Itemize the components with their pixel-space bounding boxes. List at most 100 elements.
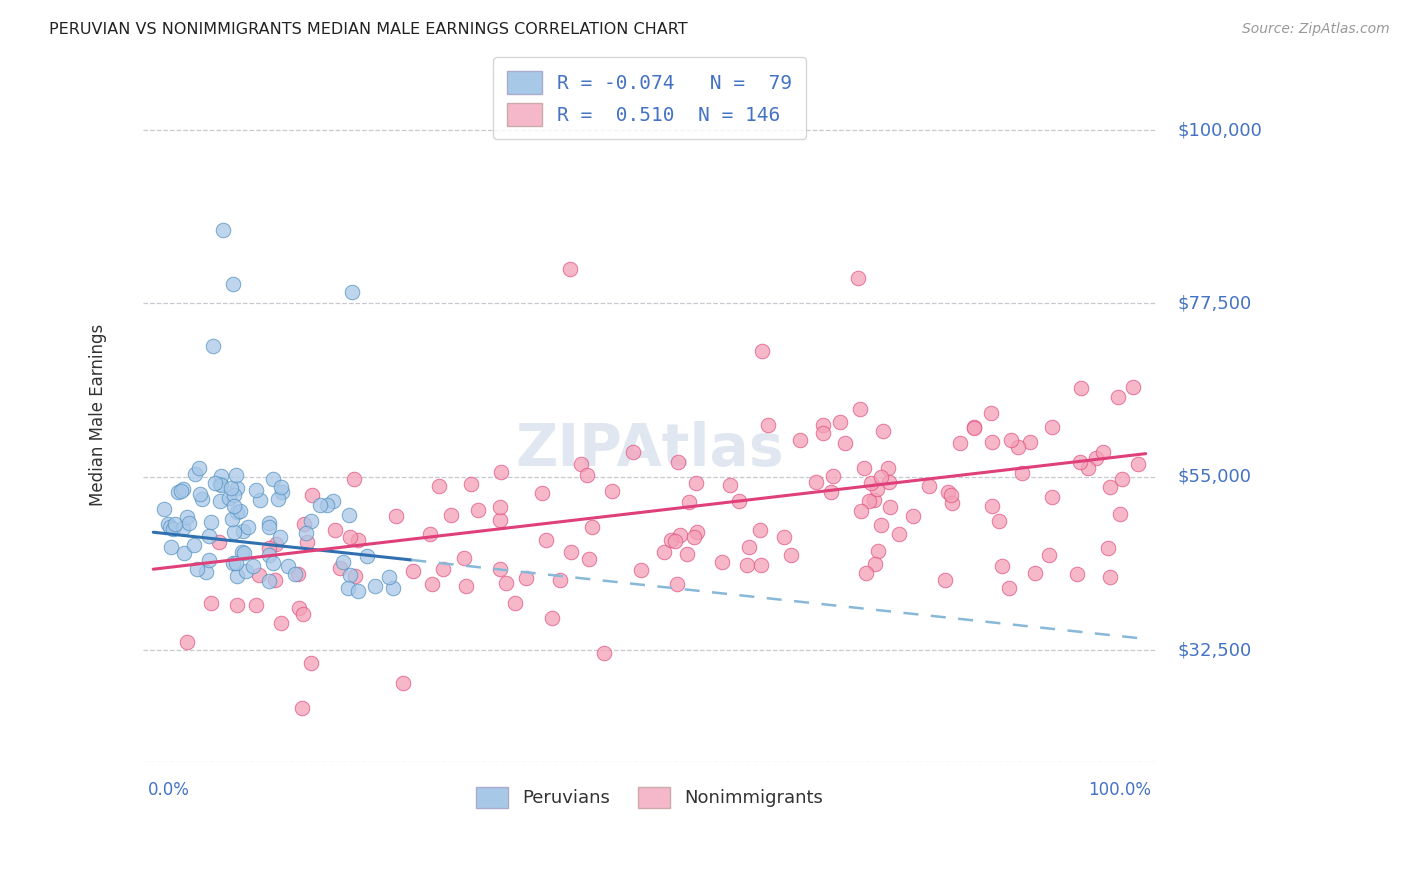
Point <box>668 528 690 542</box>
Point <box>828 415 851 429</box>
Point <box>377 570 399 584</box>
Point <box>652 545 675 559</box>
Point <box>427 478 450 492</box>
Point <box>630 563 652 577</box>
Point <box>245 598 267 612</box>
Point <box>245 483 267 497</box>
Point <box>453 550 475 565</box>
Point <box>963 421 986 435</box>
Point <box>204 475 226 490</box>
Point <box>1042 420 1064 434</box>
Point <box>382 581 405 595</box>
Point <box>172 521 194 535</box>
Point <box>460 476 482 491</box>
Point <box>811 426 834 441</box>
Point <box>659 533 682 548</box>
Text: 0.0%: 0.0% <box>148 781 190 799</box>
Point <box>548 573 571 587</box>
Point <box>569 458 592 472</box>
Text: $77,500: $77,500 <box>1178 294 1253 312</box>
Point <box>1107 391 1129 405</box>
Point <box>804 475 827 490</box>
Point <box>160 540 183 554</box>
Point <box>1097 541 1119 556</box>
Point <box>295 535 318 549</box>
Point <box>264 574 287 588</box>
Point <box>270 616 292 631</box>
Point <box>849 504 872 518</box>
Point <box>195 565 218 579</box>
Point <box>229 504 252 518</box>
Point <box>440 508 463 523</box>
Point <box>1019 435 1042 450</box>
Point <box>789 434 811 448</box>
Point <box>751 558 773 572</box>
Point <box>257 548 280 562</box>
Point <box>749 523 772 537</box>
Point <box>225 468 247 483</box>
Point <box>257 541 280 555</box>
Point <box>332 555 354 569</box>
Point <box>249 567 271 582</box>
Point <box>1069 455 1091 469</box>
Point <box>284 567 307 582</box>
Point <box>208 477 231 491</box>
Text: $100,000: $100,000 <box>1178 121 1263 139</box>
Point <box>939 488 962 502</box>
Point <box>200 596 222 610</box>
Point <box>259 574 281 588</box>
Point <box>751 344 773 359</box>
Point <box>226 481 249 495</box>
Point <box>183 538 205 552</box>
Point <box>467 502 489 516</box>
Point <box>665 576 688 591</box>
Point <box>209 468 232 483</box>
Point <box>1091 445 1114 459</box>
Point <box>226 599 249 613</box>
Point <box>1000 433 1022 447</box>
Point <box>1077 460 1099 475</box>
Point <box>558 261 581 276</box>
Point <box>941 496 963 510</box>
Point <box>249 493 271 508</box>
Point <box>536 533 558 547</box>
Point <box>269 530 291 544</box>
Point <box>1111 472 1133 486</box>
Point <box>495 575 517 590</box>
Point <box>235 564 257 578</box>
Point <box>221 511 243 525</box>
Point <box>664 534 686 549</box>
Text: $55,000: $55,000 <box>1178 467 1251 486</box>
Point <box>872 424 894 438</box>
Point <box>172 483 194 497</box>
Legend: Peruvians, Nonimmigrants: Peruvians, Nonimmigrants <box>468 780 831 815</box>
Point <box>948 436 970 450</box>
Point <box>530 486 553 500</box>
Point <box>225 556 247 570</box>
Point <box>291 701 314 715</box>
Point <box>162 522 184 536</box>
Point <box>1024 566 1046 580</box>
Point <box>868 543 890 558</box>
Point <box>190 491 212 506</box>
Point <box>879 500 901 515</box>
Point <box>188 461 211 475</box>
Point <box>346 533 368 548</box>
Point <box>987 514 1010 528</box>
Point <box>222 524 245 539</box>
Point <box>918 479 941 493</box>
Text: ZIPAtlas: ZIPAtlas <box>515 421 783 478</box>
Point <box>209 478 232 492</box>
Point <box>219 481 242 495</box>
Point <box>343 472 366 486</box>
Point <box>201 339 224 353</box>
Point <box>1098 479 1121 493</box>
Point <box>266 491 288 506</box>
Point <box>236 520 259 534</box>
Point <box>262 472 284 486</box>
Point <box>1128 457 1150 471</box>
Point <box>385 509 408 524</box>
Point <box>1109 508 1132 522</box>
Point <box>211 223 233 237</box>
Point <box>1066 567 1088 582</box>
